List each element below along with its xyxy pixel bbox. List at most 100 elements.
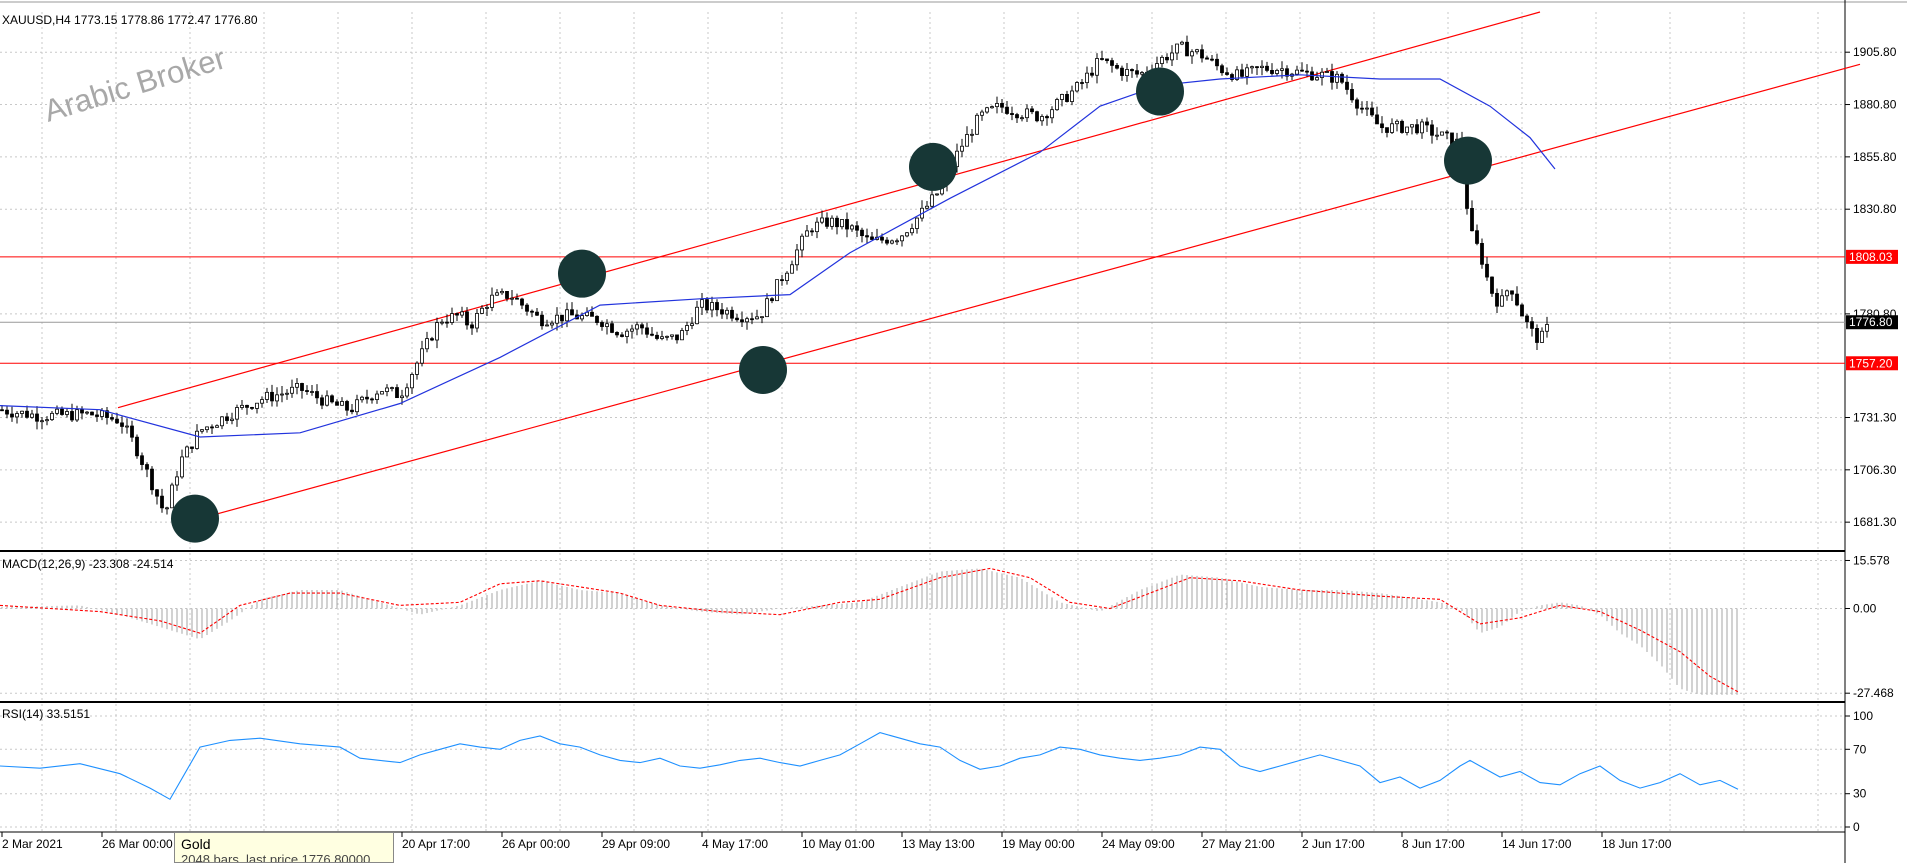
candle-body <box>1545 324 1549 332</box>
candle-body <box>675 334 679 341</box>
candle-body <box>660 336 664 339</box>
pivot-marker[interactable] <box>909 142 957 191</box>
candle-body <box>1525 315 1529 323</box>
candle-body <box>835 217 839 228</box>
candle-body <box>930 194 934 207</box>
symbol-info-label: XAUUSD,H4 1773.15 1778.86 1772.47 1776.8… <box>2 13 258 27</box>
pivot-marker[interactable] <box>1444 136 1492 185</box>
candle-body <box>295 383 299 388</box>
rsi-y-tick-label: 30 <box>1853 787 1867 801</box>
macd-signal-line <box>0 567 1739 693</box>
level-label-box <box>1846 356 1898 371</box>
candle-body <box>1495 292 1499 307</box>
candle-body <box>535 311 539 316</box>
candle-body <box>1055 99 1059 111</box>
candle-body <box>200 429 204 432</box>
candle-body <box>445 321 449 324</box>
candle-body <box>115 418 119 424</box>
candle-body <box>1270 70 1274 74</box>
x-tick-label: 27 May 21:00 <box>1202 837 1275 851</box>
candle-body <box>485 306 489 309</box>
candle-body <box>1045 116 1049 119</box>
candle-body <box>1480 243 1484 265</box>
candle-body <box>970 133 974 136</box>
candle-body <box>1020 117 1024 120</box>
candle-body <box>515 297 519 300</box>
pivot-marker[interactable] <box>1136 67 1184 116</box>
candle-body <box>470 324 474 329</box>
x-tick-label: 18 Jun 17:00 <box>1602 837 1672 851</box>
candle-body <box>1070 90 1074 102</box>
candle-body <box>1075 82 1079 92</box>
pivot-marker[interactable] <box>171 494 219 543</box>
candle-body <box>210 426 214 429</box>
candle-body <box>460 311 464 316</box>
candle-body <box>225 416 229 421</box>
candle-body <box>610 323 614 333</box>
candle-body <box>990 106 994 109</box>
candle-body <box>890 240 894 244</box>
y-tick-label: 1855.80 <box>1853 150 1897 164</box>
candle-body <box>690 323 694 326</box>
candle-body <box>370 398 374 401</box>
candle-body <box>805 230 809 237</box>
candle-body <box>280 393 284 396</box>
candle-body <box>335 401 339 406</box>
candle-body <box>510 297 514 300</box>
candle-body <box>1190 51 1194 57</box>
candle-body <box>825 217 829 227</box>
candle-body <box>45 419 49 422</box>
candle-body <box>545 324 549 327</box>
candle-body <box>1285 68 1289 77</box>
candle-body <box>560 314 564 322</box>
candle-body <box>1335 73 1339 83</box>
candle-body <box>230 418 234 421</box>
channel-line[interactable] <box>199 63 1861 520</box>
candle-body <box>100 410 104 417</box>
tooltip-detail: 2048 bars, last price 1776.80000 <box>181 852 371 863</box>
candle-body <box>240 404 244 408</box>
candle-body <box>415 362 419 375</box>
candle-body <box>595 315 599 323</box>
candle-body <box>1510 290 1514 295</box>
candle-body <box>1085 72 1089 84</box>
candle-body <box>700 299 704 308</box>
candle-body <box>975 114 979 135</box>
candle-body <box>1280 68 1284 71</box>
candle-body <box>340 401 344 406</box>
channel-line[interactable] <box>117 11 1541 409</box>
x-tick-label: 4 May 17:00 <box>702 837 768 851</box>
candle-body <box>1405 126 1409 133</box>
candle-body <box>270 391 274 402</box>
candle-body <box>1385 127 1389 133</box>
macd-title: MACD(12,26,9) -23.308 -24.514 <box>2 557 174 571</box>
candle-body <box>580 315 584 320</box>
candle-body <box>615 332 619 336</box>
candle-body <box>745 318 749 323</box>
candle-body <box>85 411 89 414</box>
candle-body <box>400 395 404 399</box>
candle-body <box>155 489 159 497</box>
candle-body <box>1350 89 1354 101</box>
rsi-title: RSI(14) 33.5151 <box>2 707 90 721</box>
last-price-box <box>1846 315 1898 330</box>
candle-body <box>980 111 984 116</box>
candle-body <box>770 298 774 302</box>
candle-body <box>425 338 429 350</box>
candle-body <box>1375 114 1379 125</box>
candle-body <box>870 236 874 240</box>
candle-body <box>1250 66 1254 69</box>
candle-body <box>670 334 674 337</box>
candle-body <box>620 334 624 337</box>
candle-body <box>195 430 199 449</box>
level-label: 1808.03 <box>1849 250 1893 264</box>
pivot-marker[interactable] <box>558 249 606 298</box>
candle-body <box>1210 58 1214 61</box>
candle-body <box>90 411 94 416</box>
candle-body <box>655 334 659 339</box>
pivot-marker[interactable] <box>739 345 787 394</box>
candle-body <box>635 324 639 330</box>
candle-body <box>1060 94 1064 100</box>
candle-body <box>1445 131 1449 134</box>
candle-body <box>1265 65 1269 71</box>
